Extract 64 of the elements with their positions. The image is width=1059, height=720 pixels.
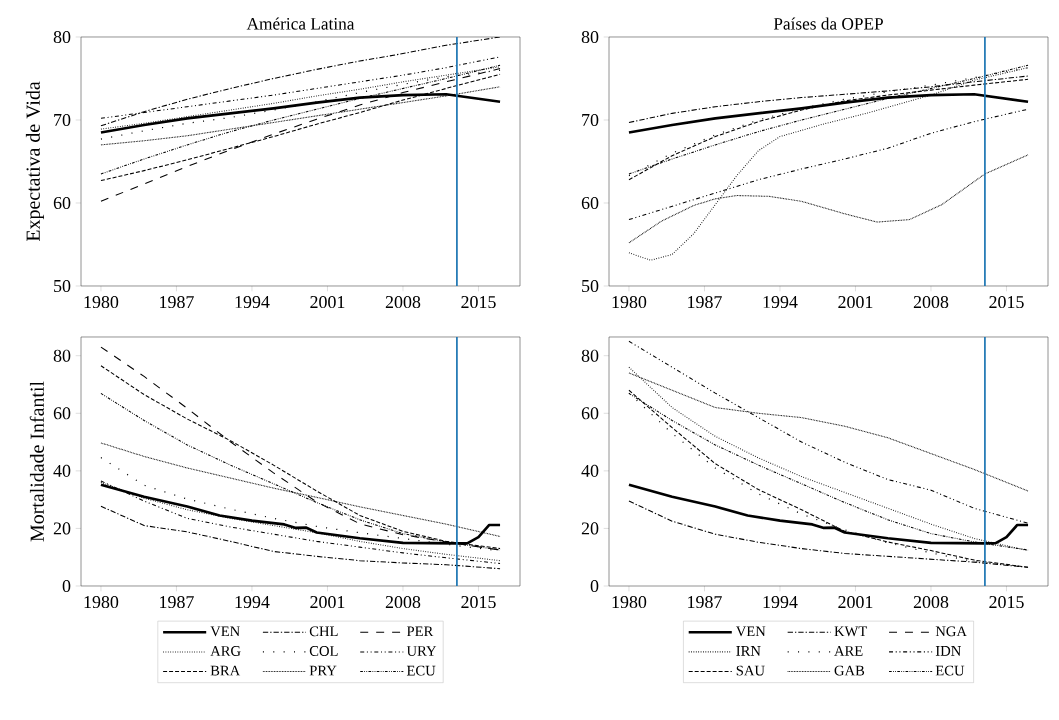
x-tick-label: 2001 bbox=[310, 595, 345, 609]
y-axis-title: Mortalidade Infantil bbox=[29, 381, 44, 542]
legend-label: ECU bbox=[406, 665, 436, 676]
y-tick-label: 40 bbox=[53, 464, 71, 477]
y-tick-label: 20 bbox=[581, 522, 599, 535]
legend-label: IRN bbox=[736, 646, 761, 656]
x-tick-label: 2015 bbox=[461, 295, 496, 309]
legend-label: SAU bbox=[736, 665, 765, 676]
x-tick-label: 2001 bbox=[310, 295, 345, 309]
x-tick-label: 1994 bbox=[763, 296, 798, 309]
x-tick-label: 1980 bbox=[612, 596, 647, 609]
legend-label: URY bbox=[406, 646, 437, 656]
x-tick-label: 2001 bbox=[838, 295, 873, 309]
x-tick-label: 1980 bbox=[84, 595, 119, 609]
legend-label: ARE bbox=[834, 646, 863, 656]
x-tick-label: 1987 bbox=[688, 596, 722, 609]
chart-title: América Latina bbox=[246, 17, 355, 30]
y-tick-label: 0 bbox=[62, 579, 71, 593]
legend-label: COL bbox=[309, 646, 338, 656]
y-tick-label: 60 bbox=[581, 407, 599, 420]
y-tick-label: 50 bbox=[582, 279, 599, 293]
chart-title: Países da OPEP bbox=[773, 17, 883, 30]
y-tick-label: 50 bbox=[54, 279, 71, 293]
y-tick-label: 80 bbox=[581, 30, 599, 44]
x-tick-label: 2015 bbox=[461, 595, 496, 609]
y-tick-label: 80 bbox=[581, 349, 599, 362]
y-tick-label: 70 bbox=[582, 113, 599, 127]
legend-label: PRY bbox=[309, 665, 337, 676]
legend-label: KWT bbox=[834, 626, 868, 637]
legend-label: VEN bbox=[210, 626, 240, 637]
y-tick-label: 80 bbox=[53, 30, 71, 44]
x-tick-label: 1980 bbox=[84, 295, 119, 309]
y-tick-label: 40 bbox=[581, 464, 599, 477]
x-tick-label: 2015 bbox=[989, 295, 1024, 309]
x-tick-label: 1994 bbox=[235, 296, 270, 309]
y-tick-label: 70 bbox=[54, 113, 71, 127]
legend-label: BRA bbox=[210, 665, 241, 676]
legend-label: ARG bbox=[210, 646, 241, 656]
x-tick-label: 1987 bbox=[160, 295, 194, 309]
y-tick-label: 60 bbox=[581, 196, 599, 210]
y-tick-label: 20 bbox=[53, 522, 71, 535]
legend-label: ECU bbox=[935, 665, 965, 676]
legend-label: GAB bbox=[834, 665, 865, 676]
x-tick-label: 2008 bbox=[913, 596, 949, 609]
x-tick-label: 2001 bbox=[838, 596, 873, 609]
x-tick-label: 1987 bbox=[688, 295, 722, 309]
x-tick-label: 1980 bbox=[612, 295, 647, 309]
y-tick-label: 0 bbox=[590, 579, 599, 593]
legend-label: VEN bbox=[735, 626, 766, 637]
x-tick-label: 1987 bbox=[160, 595, 194, 609]
y-tick-label: 60 bbox=[53, 196, 71, 210]
y-tick-label: 80 bbox=[53, 349, 71, 362]
legend-label: IDN bbox=[935, 646, 961, 656]
x-tick-label: 2008 bbox=[385, 295, 421, 309]
legend-label: NGA bbox=[935, 626, 967, 637]
x-tick-label: 2008 bbox=[913, 295, 949, 309]
x-tick-label: 2015 bbox=[989, 596, 1024, 609]
x-tick-label: 1994 bbox=[235, 596, 270, 609]
legend-label: PER bbox=[406, 626, 434, 637]
y-tick-label: 60 bbox=[53, 407, 71, 420]
y-axis-title: Expectativa de Vida bbox=[25, 81, 44, 242]
x-tick-label: 1994 bbox=[763, 596, 798, 609]
legend-label: CHL bbox=[309, 626, 338, 637]
x-tick-label: 2008 bbox=[385, 595, 421, 609]
